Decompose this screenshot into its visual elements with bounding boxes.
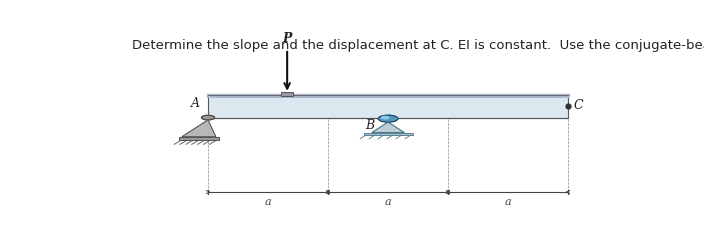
- Text: P: P: [282, 32, 292, 45]
- Text: A: A: [191, 97, 200, 110]
- Polygon shape: [372, 122, 405, 133]
- Text: C: C: [574, 99, 583, 112]
- Circle shape: [201, 115, 215, 120]
- Bar: [281, 92, 293, 96]
- Bar: [179, 137, 219, 140]
- Text: a: a: [385, 197, 391, 207]
- Circle shape: [378, 115, 398, 122]
- Text: a: a: [505, 197, 511, 207]
- Text: a: a: [265, 197, 271, 207]
- Polygon shape: [182, 120, 216, 137]
- Text: Determine the slope and the displacement at C. EI is constant.  Use the conjugat: Determine the slope and the displacement…: [132, 39, 704, 52]
- Bar: [208, 95, 568, 118]
- Circle shape: [382, 116, 389, 119]
- Bar: [363, 133, 413, 135]
- Text: B: B: [365, 119, 375, 131]
